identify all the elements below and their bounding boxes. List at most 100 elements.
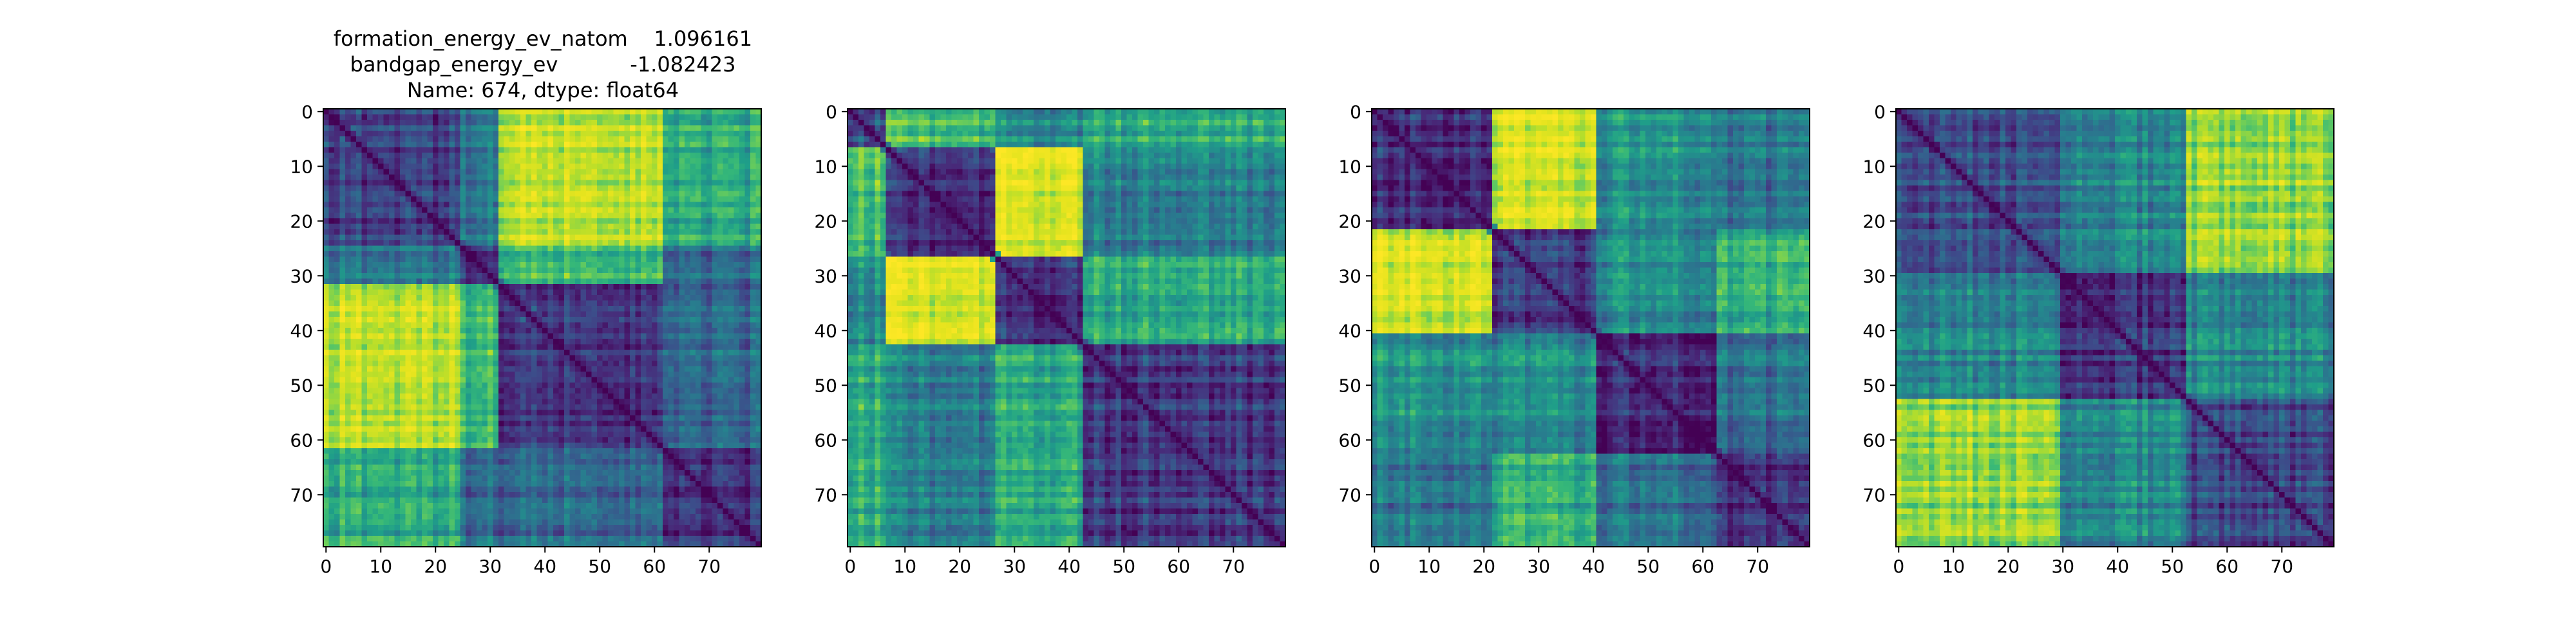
heatmap-cell xyxy=(755,114,762,120)
heatmap-cell xyxy=(613,267,620,274)
heatmap-cell xyxy=(602,202,609,208)
heatmap-cell xyxy=(361,169,368,175)
heatmap-cell xyxy=(663,153,668,158)
heatmap-cell xyxy=(679,404,685,410)
heatmap-cell xyxy=(569,415,576,421)
heatmap-cell xyxy=(372,437,379,443)
heatmap-cell xyxy=(734,393,740,399)
heatmap-cell xyxy=(755,251,762,257)
heatmap-cell xyxy=(471,415,477,421)
heatmap-cell xyxy=(712,377,718,383)
heatmap-cell xyxy=(750,240,756,246)
heatmap-cell xyxy=(696,306,701,312)
heatmap-cell xyxy=(422,223,428,230)
heatmap-cell xyxy=(339,136,346,142)
heatmap-cell xyxy=(597,410,603,416)
heatmap-cell xyxy=(630,442,636,449)
heatmap-cell xyxy=(750,388,756,394)
heatmap-cell xyxy=(444,393,450,399)
heatmap-cell xyxy=(509,344,515,350)
heatmap-cell xyxy=(411,207,417,213)
heatmap-cell xyxy=(679,388,685,394)
heatmap-cell xyxy=(608,125,614,131)
heatmap-cell xyxy=(361,256,368,263)
heatmap-cell xyxy=(602,289,609,296)
heatmap-cell xyxy=(542,262,548,268)
heatmap-cell xyxy=(652,333,658,339)
heatmap-cell xyxy=(750,256,756,263)
heatmap-cell xyxy=(466,311,471,317)
heatmap-cell xyxy=(339,180,346,186)
heatmap-cell xyxy=(498,372,504,377)
heatmap-cell xyxy=(389,262,395,268)
heatmap-cell xyxy=(328,322,335,328)
heatmap-cell xyxy=(471,383,477,388)
heatmap-cell xyxy=(597,350,603,355)
heatmap-cell xyxy=(416,136,422,142)
heatmap-cell xyxy=(723,322,729,328)
heatmap-cell xyxy=(696,114,701,120)
heatmap-cell xyxy=(744,311,751,317)
heatmap-cell xyxy=(400,153,406,158)
heatmap-cell xyxy=(389,421,395,427)
heatmap-cell xyxy=(728,245,734,252)
heatmap-cell xyxy=(449,448,455,454)
heatmap-cell xyxy=(449,142,455,147)
heatmap-cell xyxy=(493,169,499,175)
heatmap-cell xyxy=(466,350,471,355)
heatmap-cell xyxy=(564,180,570,186)
heatmap-cell xyxy=(646,114,652,120)
heatmap-cell xyxy=(444,196,450,202)
heatmap-cell xyxy=(701,267,707,274)
heatmap-cell xyxy=(586,147,592,153)
heatmap-cell xyxy=(586,333,592,339)
heatmap-cell xyxy=(657,234,663,241)
heatmap-cell xyxy=(411,328,417,334)
heatmap-cell xyxy=(444,333,450,339)
heatmap-cell xyxy=(674,267,679,274)
heatmap-cell xyxy=(422,366,428,372)
heatmap-cell xyxy=(591,180,598,186)
heatmap-cell xyxy=(345,245,351,252)
heatmap-cell xyxy=(328,153,335,158)
heatmap-cell xyxy=(477,120,482,126)
heatmap-cell xyxy=(328,223,335,230)
heatmap-cell xyxy=(520,399,526,405)
heatmap-cell xyxy=(411,213,417,219)
heatmap-cell xyxy=(717,415,723,421)
heatmap-cell xyxy=(378,234,384,241)
heatmap-cell xyxy=(553,322,559,328)
heatmap-cell xyxy=(378,350,384,355)
heatmap-cell xyxy=(323,229,329,235)
heatmap-cell xyxy=(411,311,417,317)
heatmap-cell xyxy=(723,410,729,416)
heatmap-cell xyxy=(455,278,460,285)
heatmap-cell xyxy=(679,311,685,317)
heatmap-cell xyxy=(712,267,718,274)
heatmap-cell xyxy=(345,180,351,186)
heatmap-cell xyxy=(739,322,745,328)
heatmap-cell xyxy=(619,240,625,246)
heatmap-cell xyxy=(328,431,335,438)
heatmap-cell xyxy=(717,317,723,323)
heatmap-cell xyxy=(460,169,466,175)
heatmap-cell xyxy=(728,317,734,323)
heatmap-cell xyxy=(608,388,614,394)
heatmap-cell xyxy=(542,180,548,186)
heatmap-cell xyxy=(526,114,532,120)
heatmap-cell xyxy=(744,410,751,416)
heatmap-cell xyxy=(597,125,603,131)
heatmap-cell xyxy=(569,311,576,317)
heatmap-cell xyxy=(739,273,745,279)
heatmap-cell xyxy=(712,289,718,296)
heatmap-cell xyxy=(466,404,471,410)
heatmap-cell xyxy=(433,426,439,432)
heatmap-cell xyxy=(536,223,543,230)
heatmap-cell xyxy=(372,164,379,169)
heatmap-cell xyxy=(471,202,477,208)
heatmap-cell xyxy=(334,169,340,175)
heatmap-cell xyxy=(367,251,373,257)
heatmap-cell xyxy=(564,355,570,361)
heatmap-cell xyxy=(635,322,641,328)
heatmap-cell xyxy=(630,295,636,301)
